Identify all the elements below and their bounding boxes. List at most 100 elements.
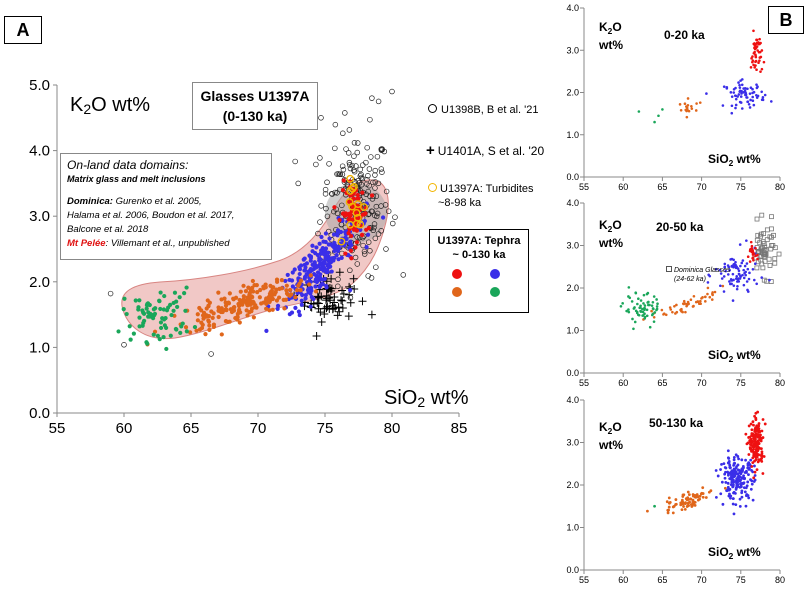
tephra-point-green bbox=[652, 307, 655, 311]
tephra-point-blue bbox=[751, 498, 755, 502]
u1398b-point bbox=[315, 230, 321, 237]
dominica-glass-point bbox=[762, 251, 768, 257]
tephra-point-red bbox=[749, 240, 753, 244]
sub2-y-label: K2O wt% bbox=[599, 218, 623, 250]
tephra-point-blue bbox=[737, 280, 741, 283]
tephra-point-blue bbox=[746, 480, 750, 484]
tephra-point-blue bbox=[737, 269, 741, 273]
tephra-point-orange bbox=[255, 290, 260, 295]
tephra-point-blue bbox=[726, 481, 730, 485]
tephra-point-green bbox=[642, 302, 645, 305]
tephra-point-blue bbox=[297, 312, 302, 318]
tephra-point-orange bbox=[195, 312, 200, 317]
u1398b-point bbox=[378, 166, 385, 172]
tephra-point-red bbox=[761, 472, 765, 475]
tephra-point-orange bbox=[710, 298, 714, 301]
tephra-point-orange bbox=[682, 505, 685, 508]
tephra-point-blue bbox=[741, 464, 745, 468]
tephra-point-blue bbox=[723, 265, 727, 269]
tephra-point-green bbox=[168, 333, 173, 338]
tephra-point-red bbox=[753, 470, 757, 474]
tephra-point-blue bbox=[365, 232, 371, 237]
u1398b-point bbox=[329, 191, 335, 197]
u1398b-point bbox=[358, 171, 364, 178]
sub1-y-label: K2O wt% bbox=[599, 20, 623, 52]
tephra-point-green bbox=[122, 296, 127, 301]
tephra-point-blue bbox=[728, 492, 731, 496]
tephra-point-red bbox=[355, 192, 360, 198]
tephra-point-orange bbox=[279, 286, 284, 291]
tephra-point-blue bbox=[302, 256, 307, 261]
turbidite-circle-icon bbox=[428, 183, 437, 192]
tephra-point-green bbox=[631, 317, 634, 321]
tephra-point-orange bbox=[199, 320, 204, 325]
tephra-point-blue bbox=[737, 93, 741, 96]
tephra-point-green bbox=[173, 326, 178, 332]
tephra-point-red bbox=[756, 460, 760, 464]
tephra-point-blue bbox=[737, 469, 741, 472]
u1401a-point bbox=[317, 318, 326, 327]
tephra-point-blue bbox=[380, 215, 386, 220]
tephra-point-green bbox=[163, 315, 168, 321]
tephra-point-green bbox=[127, 324, 132, 329]
tephra-point-blue bbox=[275, 306, 280, 312]
tephra-point-blue bbox=[760, 276, 764, 279]
tephra-point-blue bbox=[721, 502, 725, 506]
tephra-point-orange bbox=[665, 500, 669, 504]
u1398b-point bbox=[318, 203, 324, 209]
sub-panel-3-axes: 55 60 65 70 75 80 0.0 1.0 2.0 3.0 4.0 bbox=[566, 395, 785, 585]
tephra-point-orange bbox=[646, 509, 649, 513]
tephra-point-blue bbox=[718, 268, 721, 272]
y-tick-label: 2.0 bbox=[566, 283, 579, 293]
tephra-point-red bbox=[756, 449, 760, 453]
tephra-point-orange bbox=[668, 500, 672, 504]
u1398b-point bbox=[354, 149, 361, 156]
tephra-point-orange bbox=[219, 332, 224, 337]
tephra-point-blue bbox=[735, 265, 738, 268]
tephra-point-blue bbox=[720, 480, 724, 484]
tephra-point-orange bbox=[695, 493, 699, 496]
tephra-point-green bbox=[157, 336, 162, 342]
tephra-point-blue bbox=[734, 488, 738, 491]
tephra-point-blue bbox=[323, 231, 329, 236]
tephra-point-red bbox=[750, 428, 754, 432]
tephra-point-green bbox=[641, 307, 644, 311]
u1398b-point bbox=[363, 159, 369, 166]
tephra-point-orange bbox=[223, 303, 229, 308]
tephra-point-orange bbox=[660, 308, 664, 312]
tephra-point-blue bbox=[329, 269, 334, 274]
tephra-point-red bbox=[340, 188, 346, 193]
tephra-point-orange bbox=[686, 490, 690, 494]
tephra-point-blue bbox=[740, 476, 744, 480]
tephra-point-red bbox=[751, 456, 755, 460]
sub3-y-label: K2O wt% bbox=[599, 420, 623, 452]
u1398b-point bbox=[313, 161, 319, 168]
tephra-point-blue bbox=[732, 455, 736, 459]
tephra-point-orange bbox=[223, 319, 228, 324]
tephra-point-blue bbox=[760, 98, 764, 102]
tephra-point-blue bbox=[747, 102, 751, 106]
tephra-point-blue bbox=[743, 264, 747, 268]
u1401a-point bbox=[335, 307, 344, 316]
tephra-point-orange bbox=[245, 295, 250, 300]
tephra-point-red bbox=[757, 61, 760, 65]
tephra-point-blue bbox=[736, 267, 740, 270]
u1398b-point bbox=[365, 239, 372, 245]
tephra-point-blue bbox=[303, 293, 308, 298]
u1398b-point bbox=[370, 227, 376, 234]
u1398b-point bbox=[347, 165, 354, 172]
u1398b-point bbox=[318, 115, 324, 121]
y-tick-label: 3.0 bbox=[566, 45, 579, 55]
y-tick-label: 2.0 bbox=[29, 274, 50, 291]
tephra-point-blue bbox=[753, 464, 756, 468]
tephra-point-green bbox=[645, 314, 649, 318]
tephra-point-blue bbox=[769, 100, 773, 103]
u1398b-point bbox=[378, 146, 385, 152]
tephra-point-blue bbox=[299, 298, 304, 303]
sub-panel-2-axes: 55 60 65 70 75 80 0.0 1.0 2.0 3.0 4.0 bbox=[566, 198, 785, 388]
tephra-point-orange bbox=[206, 303, 211, 309]
tephra-point-blue bbox=[348, 288, 353, 293]
tephra-point-blue bbox=[327, 236, 332, 241]
tephra-point-orange bbox=[250, 299, 256, 304]
tephra-point-blue bbox=[299, 302, 304, 307]
